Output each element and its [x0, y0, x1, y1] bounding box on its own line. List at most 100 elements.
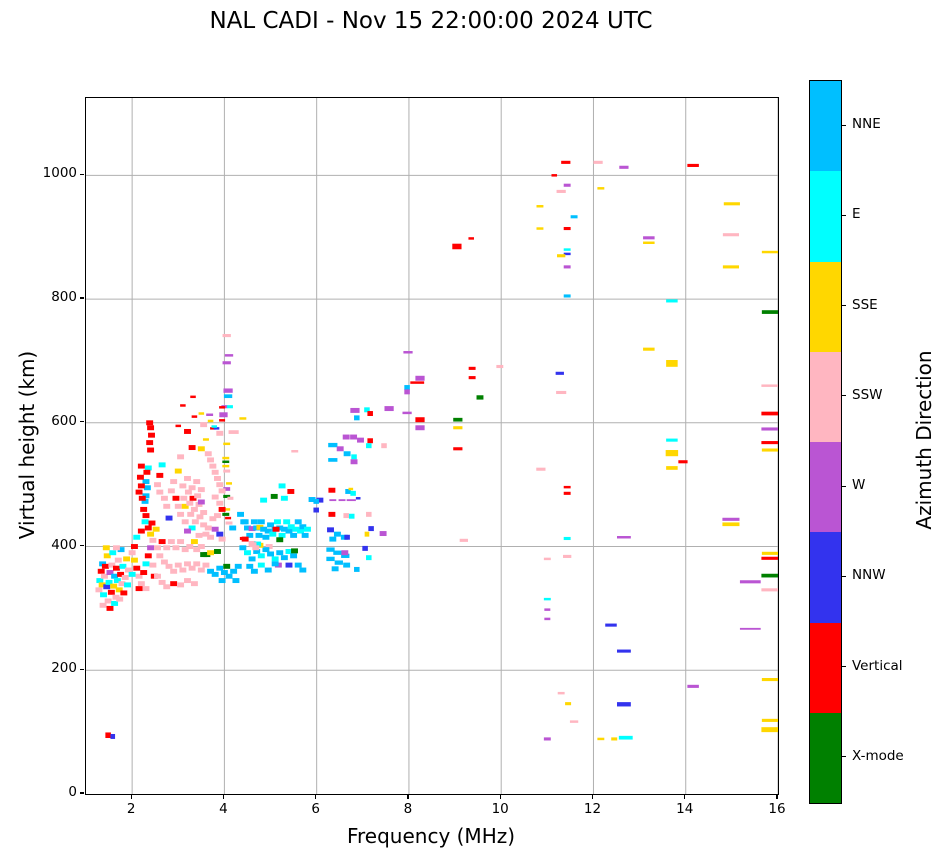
echo-tile — [144, 525, 152, 531]
echo-tile — [188, 445, 196, 451]
echo-tile — [344, 534, 350, 540]
x-axis-label: Frequency (MHz) — [346, 824, 516, 848]
echo-tile — [128, 571, 136, 577]
echo-tile — [229, 525, 237, 531]
echo-tile — [666, 360, 678, 367]
echo-tile — [224, 354, 234, 357]
echo-tile — [137, 528, 145, 534]
x-tick-label: 4 — [219, 801, 228, 817]
echo-tile — [536, 467, 546, 471]
echo-tile — [142, 561, 150, 567]
y-tick-label: 600 — [51, 412, 77, 429]
echo-tile — [329, 536, 337, 542]
echo-tile — [177, 511, 185, 517]
echo-tile — [563, 252, 571, 256]
echo-tile — [180, 495, 188, 501]
echo-tile — [262, 534, 270, 540]
echo-tile — [174, 468, 182, 474]
echo-tile — [137, 581, 145, 587]
echo-tile — [250, 519, 258, 525]
colorbar-tick-label: Vertical — [852, 657, 903, 674]
echo-tile — [163, 503, 171, 509]
echo-tile — [278, 532, 286, 538]
echo-tile — [177, 539, 185, 545]
echo-tile — [121, 574, 129, 580]
echo-tile — [163, 545, 171, 551]
echo-tile — [175, 424, 182, 428]
echo-tile — [536, 227, 544, 230]
echo-tile — [158, 539, 166, 545]
echo-tile — [348, 487, 354, 491]
echo-tile — [354, 566, 360, 572]
colorbar-tick-label: SSE — [852, 296, 878, 313]
y-tick-mark — [79, 297, 84, 299]
echo-tile — [196, 514, 204, 520]
echo-tile — [223, 508, 231, 511]
echo-tile — [141, 519, 149, 525]
echo-tile — [207, 568, 215, 574]
colorbar-tick-mark — [841, 666, 846, 668]
echo-tile — [101, 563, 109, 569]
echo-tile — [619, 165, 629, 169]
echo-tile — [112, 594, 120, 600]
echo-tile — [114, 557, 122, 563]
echo-tile — [143, 469, 151, 475]
echo-tile — [181, 547, 189, 553]
echo-tile — [264, 567, 272, 573]
echo-tile — [218, 578, 226, 584]
echo-tile — [170, 581, 178, 587]
x-tick-mark — [776, 794, 778, 799]
y-axis-label: Virtual height (km) — [15, 350, 39, 540]
colorbar-tick-mark — [841, 756, 846, 758]
echo-tile — [256, 524, 264, 530]
echo-tile — [223, 563, 231, 569]
echo-tile — [187, 511, 195, 517]
echo-tile — [216, 430, 224, 436]
echo-tile — [130, 557, 138, 563]
echo-tile — [141, 498, 149, 504]
echo-tile — [291, 548, 298, 554]
echo-tile — [170, 479, 178, 485]
echo-tile — [147, 425, 155, 431]
colorbar-segment-nne — [810, 81, 841, 172]
colorbar-tick-mark — [841, 305, 846, 307]
echo-tile — [135, 573, 143, 579]
x-tick-label: 12 — [583, 801, 602, 817]
echo-tile — [290, 553, 298, 559]
echo-tile — [158, 462, 166, 468]
echo-tile — [188, 525, 196, 531]
y-tick-mark — [79, 544, 84, 547]
echo-tile — [165, 515, 173, 521]
echo-tile — [181, 503, 189, 509]
echo-tile — [326, 547, 335, 552]
echo-tile — [285, 528, 293, 534]
echo-tile — [544, 608, 551, 611]
echo-tile — [496, 364, 504, 369]
echo-tile — [563, 183, 571, 187]
echo-tile — [348, 513, 355, 519]
echo-tile — [120, 590, 128, 596]
echo-tile — [165, 563, 173, 569]
echo-tile — [351, 454, 357, 460]
x-tick-label: 6 — [311, 801, 320, 817]
echo-tile — [761, 310, 778, 314]
echo-tile — [96, 578, 104, 584]
echo-tile — [246, 532, 254, 538]
echo-tile — [257, 519, 265, 525]
echo-tile — [555, 371, 564, 375]
echo-tile — [643, 236, 655, 240]
y-tick-label: 400 — [51, 536, 77, 553]
echo-tile — [124, 567, 132, 573]
echo-tile — [223, 394, 233, 399]
echo-tile — [179, 483, 187, 489]
echo-tile — [206, 413, 214, 416]
echo-tile — [761, 588, 778, 592]
echo-tile — [285, 562, 293, 568]
echo-tile — [262, 547, 270, 553]
x-tick-label: 2 — [126, 801, 136, 817]
x-tick-mark — [684, 794, 686, 799]
echo-tile — [110, 733, 116, 739]
echo-tile — [557, 254, 566, 258]
echo-tile — [308, 497, 316, 502]
echo-tile — [105, 732, 111, 739]
